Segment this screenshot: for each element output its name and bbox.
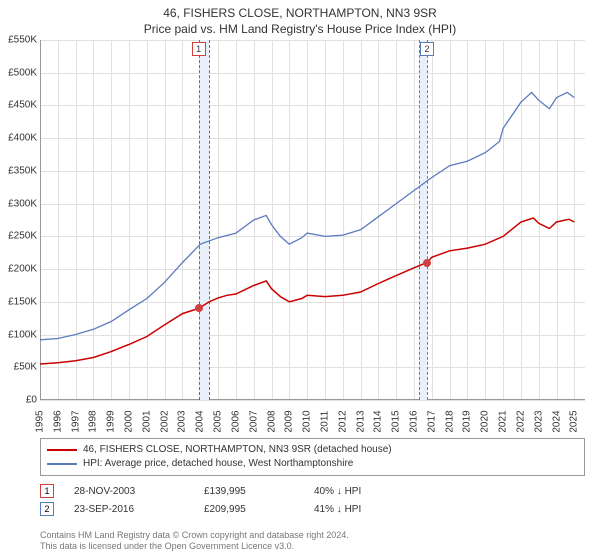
x-tick-label: 2007 bbox=[248, 410, 259, 432]
x-tick-label: 2024 bbox=[551, 410, 562, 432]
x-tick-label: 2015 bbox=[391, 410, 402, 432]
table-row: 1 28-NOV-2003 £139,995 40% ↓ HPI bbox=[40, 482, 585, 500]
sales-table: 1 28-NOV-2003 £139,995 40% ↓ HPI 2 23-SEP-201… bbox=[40, 482, 585, 518]
title-line-1: 46, FISHERS CLOSE, NORTHAMPTON, NN3 9SR bbox=[0, 6, 600, 22]
legend-label: HPI: Average price, detached house, West… bbox=[83, 457, 353, 471]
row-delta: 40% ↓ HPI bbox=[314, 486, 404, 497]
x-tick-label: 2025 bbox=[569, 410, 580, 432]
x-tick-label: 2020 bbox=[480, 410, 491, 432]
title-line-2: Price paid vs. HM Land Registry's House … bbox=[0, 22, 600, 38]
table-row: 2 23-SEP-2016 £209,995 41% ↓ HPI bbox=[40, 500, 585, 518]
row-marker: 2 bbox=[40, 502, 54, 516]
row-marker: 1 bbox=[40, 484, 54, 498]
row-delta: 41% ↓ HPI bbox=[314, 504, 404, 515]
y-tick-label: £200K bbox=[8, 264, 37, 275]
x-tick-label: 2009 bbox=[284, 410, 295, 432]
x-tick-label: 2008 bbox=[266, 410, 277, 432]
footer: Contains HM Land Registry data © Crown c… bbox=[40, 530, 349, 553]
sale-point-dot bbox=[195, 304, 203, 312]
x-tick-label: 2006 bbox=[230, 410, 241, 432]
legend-swatch bbox=[47, 463, 77, 465]
series-hpi bbox=[40, 92, 574, 339]
chart-marker: 1 bbox=[192, 42, 206, 56]
x-tick-label: 2018 bbox=[444, 410, 455, 432]
x-tick-label: 2005 bbox=[213, 410, 224, 432]
x-tick-label: 2012 bbox=[337, 410, 348, 432]
row-date: 23-SEP-2016 bbox=[74, 504, 184, 515]
x-tick-label: 1997 bbox=[70, 410, 81, 432]
footer-line-2: This data is licensed under the Open Gov… bbox=[40, 541, 349, 552]
x-tick-label: 2000 bbox=[124, 410, 135, 432]
x-tick-label: 1999 bbox=[106, 410, 117, 432]
row-price: £139,995 bbox=[204, 486, 294, 497]
legend-box: 46, FISHERS CLOSE, NORTHAMPTON, NN3 9SR … bbox=[40, 438, 585, 476]
y-tick-label: £350K bbox=[8, 165, 37, 176]
y-tick-label: £300K bbox=[8, 198, 37, 209]
y-tick-label: £100K bbox=[8, 329, 37, 340]
x-tick-label: 2022 bbox=[515, 410, 526, 432]
x-tick-label: 1998 bbox=[88, 410, 99, 432]
x-tick-label: 2016 bbox=[409, 410, 420, 432]
x-tick-label: 1995 bbox=[35, 410, 46, 432]
x-tick-label: 2002 bbox=[159, 410, 170, 432]
x-tick-label: 2013 bbox=[355, 410, 366, 432]
footer-line-1: Contains HM Land Registry data © Crown c… bbox=[40, 530, 349, 541]
chart-marker: 2 bbox=[420, 42, 434, 56]
x-tick-label: 2003 bbox=[177, 410, 188, 432]
grid-line-h bbox=[40, 400, 585, 401]
row-price: £209,995 bbox=[204, 504, 294, 515]
y-tick-label: £50K bbox=[14, 362, 37, 373]
chart-container: 46, FISHERS CLOSE, NORTHAMPTON, NN3 9SR … bbox=[0, 0, 600, 560]
series-price_paid bbox=[40, 218, 574, 364]
chart-area: 12 £0£50K£100K£150K£200K£250K£300K£350K£… bbox=[40, 40, 585, 400]
x-tick-label: 2004 bbox=[195, 410, 206, 432]
sale-point-dot bbox=[423, 259, 431, 267]
x-tick-label: 2021 bbox=[498, 410, 509, 432]
legend-row: 46, FISHERS CLOSE, NORTHAMPTON, NN3 9SR … bbox=[47, 443, 578, 457]
x-tick-label: 2014 bbox=[373, 410, 384, 432]
y-tick-label: £450K bbox=[8, 100, 37, 111]
x-tick-label: 1996 bbox=[52, 410, 63, 432]
y-tick-label: £150K bbox=[8, 296, 37, 307]
chart-title: 46, FISHERS CLOSE, NORTHAMPTON, NN3 9SR … bbox=[0, 0, 600, 37]
row-date: 28-NOV-2003 bbox=[74, 486, 184, 497]
x-tick-label: 2023 bbox=[533, 410, 544, 432]
legend-row: HPI: Average price, detached house, West… bbox=[47, 457, 578, 471]
legend-block: 46, FISHERS CLOSE, NORTHAMPTON, NN3 9SR … bbox=[40, 438, 585, 518]
x-tick-label: 2017 bbox=[426, 410, 437, 432]
legend-swatch bbox=[47, 449, 77, 451]
x-tick-label: 2010 bbox=[302, 410, 313, 432]
plot-svg bbox=[40, 40, 585, 400]
y-tick-label: £400K bbox=[8, 133, 37, 144]
y-tick-label: £250K bbox=[8, 231, 37, 242]
y-tick-label: £500K bbox=[8, 67, 37, 78]
x-tick-label: 2001 bbox=[141, 410, 152, 432]
x-tick-label: 2019 bbox=[462, 410, 473, 432]
legend-label: 46, FISHERS CLOSE, NORTHAMPTON, NN3 9SR … bbox=[83, 443, 392, 457]
y-tick-label: £550K bbox=[8, 35, 37, 46]
y-tick-label: £0 bbox=[26, 395, 37, 406]
x-tick-label: 2011 bbox=[319, 411, 330, 433]
